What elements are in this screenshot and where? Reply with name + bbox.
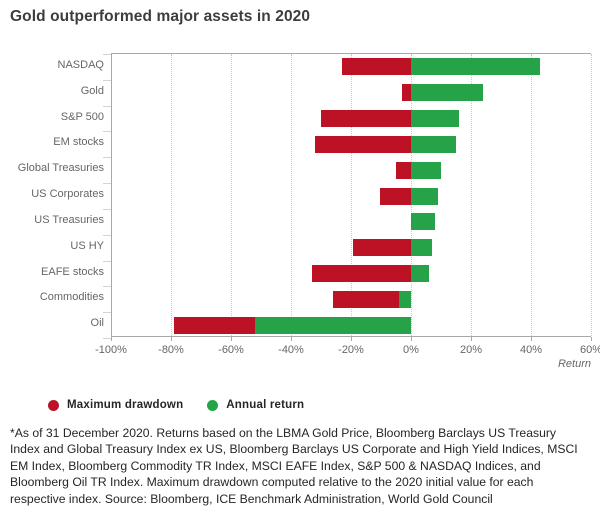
return-bar-s-p-500 bbox=[411, 110, 459, 128]
gridline--20 bbox=[351, 54, 352, 336]
x-axis-tick bbox=[351, 337, 352, 341]
x-tick-label--20: -20% bbox=[338, 344, 364, 356]
category-label-s-p-500: S&P 500 bbox=[60, 110, 104, 123]
y-axis-tick bbox=[103, 54, 111, 55]
x-axis-tick bbox=[471, 337, 472, 341]
return-bar-commodities bbox=[399, 290, 411, 308]
return-bar-global-treasuries bbox=[411, 161, 441, 179]
return-bar-nasdaq bbox=[411, 58, 540, 76]
y-axis-tick bbox=[103, 312, 111, 314]
y-axis-tick bbox=[103, 79, 111, 81]
x-tick-label-0: 0% bbox=[403, 344, 419, 356]
y-axis-tick bbox=[103, 208, 111, 210]
footnote: *As of 31 December 2020. Returns based o… bbox=[10, 425, 595, 507]
category-label-oil: Oil bbox=[90, 317, 104, 330]
legend-item-maximum-drawdown: Maximum drawdown bbox=[48, 399, 183, 411]
y-axis-tick bbox=[103, 157, 111, 159]
footnote-line: EM Index, Bloomberg Commodity TR Index, … bbox=[10, 458, 541, 473]
gridline-40 bbox=[531, 54, 532, 336]
y-axis-tick bbox=[103, 234, 111, 236]
drawdown-bar-oil bbox=[174, 316, 255, 334]
category-label-commodities: Commodities bbox=[39, 291, 104, 304]
x-axis-tick bbox=[111, 337, 112, 341]
x-axis-tick bbox=[291, 337, 292, 341]
category-label-nasdaq: NASDAQ bbox=[57, 59, 104, 71]
y-axis-line bbox=[111, 54, 112, 336]
legend-label: Annual return bbox=[226, 399, 305, 411]
x-axis-tick bbox=[411, 337, 412, 341]
category-label-us-hy: US HY bbox=[70, 239, 104, 252]
drawdown-bar-eafe-stocks bbox=[312, 264, 411, 282]
gridline--40 bbox=[291, 54, 292, 336]
legend-dot-icon bbox=[207, 399, 219, 411]
footnote-line: Index and Global Treasury Index ex US, B… bbox=[10, 442, 578, 457]
drawdown-bar-gold bbox=[402, 84, 411, 102]
x-axis-tick bbox=[231, 337, 232, 341]
x-tick-label--100: -100% bbox=[95, 344, 127, 356]
legend: Maximum drawdown Annual return bbox=[48, 399, 304, 411]
chart-title: Gold outperformed major assets in 2020 bbox=[10, 8, 311, 25]
footnote-line: Bloomberg Oil TR Index. Maximum drawdown… bbox=[10, 475, 534, 490]
return-bar-us-corporates bbox=[411, 187, 438, 205]
gridline-60 bbox=[591, 54, 592, 336]
return-bar-gold bbox=[411, 84, 483, 102]
gridline-20 bbox=[471, 54, 472, 336]
y-axis-tick bbox=[103, 338, 111, 339]
drawdown-bar-global-treasuries bbox=[396, 161, 411, 179]
plot-area bbox=[103, 53, 592, 341]
drawdown-bar-nasdaq bbox=[342, 58, 411, 76]
return-bar-us-hy bbox=[411, 239, 432, 257]
drawdown-bar-us-corporates bbox=[379, 187, 411, 205]
x-tick-label-40: 40% bbox=[519, 344, 543, 356]
x-axis-caption: Return bbox=[557, 358, 591, 370]
category-label-eafe-stocks: EAFE stocks bbox=[41, 265, 104, 278]
category-label-us-treasuries: US Treasuries bbox=[34, 213, 104, 226]
drawdown-bar-commodities bbox=[333, 290, 399, 308]
x-tick-label--60: -60% bbox=[218, 344, 244, 356]
category-label-global-treasuries: Global Treasuries bbox=[17, 162, 104, 175]
x-tick-label-60: 60% bbox=[579, 344, 600, 356]
category-label-em-stocks: EM stocks bbox=[53, 136, 104, 149]
x-tick-label--40: -40% bbox=[278, 344, 304, 356]
y-axis-tick bbox=[103, 183, 111, 185]
drawdown-bar-em-stocks bbox=[315, 135, 411, 153]
drawdown-bar-s-p-500 bbox=[321, 110, 411, 128]
y-axis-tick bbox=[103, 131, 111, 133]
gridline--80 bbox=[171, 54, 172, 336]
footnote-line: respective index. Source: Bloomberg, ICE… bbox=[10, 491, 493, 506]
x-axis-tick bbox=[531, 337, 532, 341]
legend-item-annual-return: Annual return bbox=[207, 399, 304, 411]
y-axis-tick bbox=[103, 105, 111, 107]
return-bar-oil bbox=[255, 316, 411, 334]
return-bar-em-stocks bbox=[411, 135, 456, 153]
x-tick-label-20: 20% bbox=[459, 344, 483, 356]
category-label-us-corporates: US Corporates bbox=[31, 188, 104, 201]
legend-dot-icon bbox=[48, 399, 59, 411]
gridline--60 bbox=[231, 54, 232, 336]
x-axis-tick bbox=[171, 337, 172, 341]
category-label-gold: Gold bbox=[80, 84, 104, 97]
return-bar-us-treasuries bbox=[411, 213, 435, 231]
footnote-line: *As of 31 December 2020. Returns based o… bbox=[10, 426, 556, 440]
x-axis-tick bbox=[591, 337, 592, 341]
x-tick-label--80: -80% bbox=[158, 344, 184, 356]
y-axis-tick bbox=[103, 286, 111, 288]
legend-label: Maximum drawdown bbox=[67, 399, 184, 411]
y-axis-tick bbox=[103, 260, 111, 262]
drawdown-bar-us-hy bbox=[352, 239, 411, 257]
return-bar-eafe-stocks bbox=[411, 264, 429, 282]
